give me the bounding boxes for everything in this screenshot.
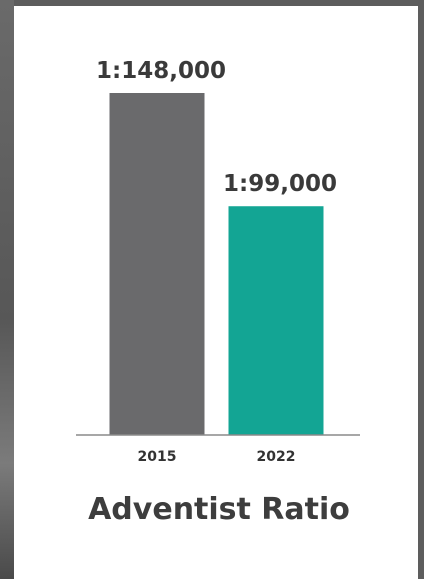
x-tick-label-2022: 2022 xyxy=(257,449,296,465)
x-tick-label-2015: 2015 xyxy=(138,449,177,465)
background-frame xyxy=(0,0,14,579)
chart-title: Adventist Ratio xyxy=(88,492,350,527)
chart-card xyxy=(14,6,418,579)
bar-2015 xyxy=(109,93,205,435)
value-label-2015: 1:148,000 xyxy=(96,58,226,84)
labels-group: 1:148,000 2015 1:99,000 2022 xyxy=(96,58,337,465)
value-label-2022: 1:99,000 xyxy=(223,171,337,197)
bar-2022 xyxy=(228,206,324,435)
bars-group xyxy=(109,93,324,435)
